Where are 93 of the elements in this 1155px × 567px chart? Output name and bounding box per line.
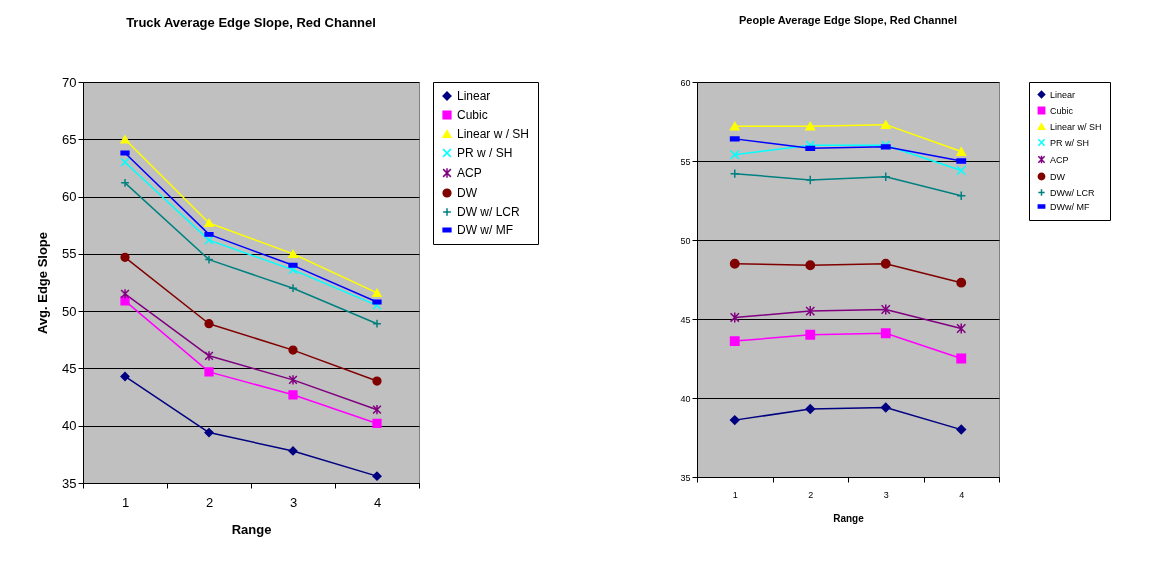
- point: [880, 303, 891, 316]
- point: [288, 374, 298, 386]
- y-tick-label: 70: [62, 74, 77, 90]
- y-tick-label: 50: [680, 235, 691, 246]
- y-tick-label: 40: [62, 418, 77, 434]
- point: [880, 171, 891, 182]
- legend-label: DW: [457, 186, 478, 200]
- point: [372, 418, 382, 429]
- point: [120, 135, 130, 144]
- x-tick-label: 1: [121, 494, 130, 510]
- point: [288, 390, 298, 400]
- point: [288, 446, 298, 456]
- x-tick-label: 1: [732, 489, 738, 500]
- point: [956, 165, 967, 176]
- legend-label: PR w / SH: [457, 146, 513, 160]
- point: [120, 288, 130, 300]
- point: [372, 288, 382, 297]
- y-tick-label: 50: [62, 303, 77, 319]
- x-tick-label: 2: [808, 489, 814, 500]
- point: [956, 353, 967, 364]
- x-axis-title: Range: [833, 512, 865, 524]
- point: [204, 427, 214, 438]
- legend-label: DW w/ MF: [457, 223, 513, 237]
- legend-label: DW w/ LCR: [457, 205, 520, 219]
- legend-label: DW: [1050, 171, 1066, 182]
- point: [729, 311, 740, 324]
- point: [204, 218, 214, 228]
- x-tick-label: 4: [373, 494, 382, 510]
- chart-title: Truck Average Edge Slope, Red Channel: [126, 15, 376, 30]
- y-tick-label: 45: [62, 360, 77, 376]
- y-tick-label: 40: [680, 393, 691, 404]
- y-axis-title: Avg. Edge Slope: [35, 231, 51, 335]
- y-tick-label: 35: [62, 475, 77, 491]
- point: [729, 258, 740, 269]
- legend-label: Linear: [457, 89, 491, 103]
- x-tick-label: 3: [883, 489, 889, 500]
- point: [956, 147, 967, 156]
- chart-title: People Average Edge Slope, Red Channel: [738, 14, 958, 26]
- point: [204, 367, 214, 377]
- point: [120, 157, 130, 167]
- point: [372, 376, 382, 386]
- y-tick-label: 45: [680, 314, 691, 325]
- point: [288, 345, 298, 355]
- point: [880, 120, 891, 130]
- point: [372, 471, 382, 481]
- point: [372, 404, 382, 416]
- point: [120, 252, 130, 262]
- point: [204, 235, 214, 245]
- y-tick-label: 60: [62, 189, 77, 205]
- point: [805, 260, 816, 271]
- x-tick-label: 3: [289, 494, 298, 510]
- legend-label: Cubic: [1050, 105, 1074, 116]
- legend-label: ACP: [457, 166, 482, 180]
- point: [288, 249, 298, 258]
- point: [729, 168, 740, 179]
- point: [880, 140, 891, 151]
- point: [805, 121, 816, 131]
- point: [880, 258, 891, 269]
- point: [880, 328, 891, 339]
- y-tick-label: 55: [62, 246, 77, 262]
- point: [372, 319, 382, 329]
- point: [729, 336, 740, 347]
- x-axis-title: Range: [231, 521, 272, 537]
- point: [805, 305, 816, 317]
- point: [880, 402, 891, 413]
- legend-label: Linear w/ SH: [1050, 121, 1102, 132]
- x-tick-label: 2: [205, 494, 214, 510]
- legend-label: Linear w / SH: [457, 127, 530, 141]
- point: [729, 149, 740, 160]
- legend-label: Linear: [1050, 89, 1076, 100]
- legend-label: DWw/ LCR: [1050, 187, 1095, 198]
- legend-label: Cubic: [457, 108, 488, 122]
- y-tick-label: 60: [680, 77, 691, 88]
- point: [204, 319, 214, 329]
- point: [956, 424, 967, 435]
- point: [120, 178, 130, 188]
- point: [204, 350, 214, 362]
- point: [805, 404, 816, 414]
- legend-label: ACP: [1050, 154, 1069, 165]
- point: [729, 415, 740, 426]
- y-tick-label: 55: [680, 156, 691, 167]
- y-tick-label: 65: [62, 131, 77, 147]
- x-tick-label: 4: [959, 489, 965, 500]
- point: [805, 329, 816, 340]
- point: [729, 121, 740, 131]
- point: [288, 283, 298, 293]
- point: [288, 265, 298, 275]
- legend-label: DWw/ MF: [1050, 201, 1090, 212]
- point: [120, 371, 130, 382]
- point: [956, 322, 967, 335]
- y-tick-label: 35: [680, 472, 691, 483]
- legend-label: PR w/ SH: [1050, 137, 1090, 148]
- point: [956, 277, 967, 288]
